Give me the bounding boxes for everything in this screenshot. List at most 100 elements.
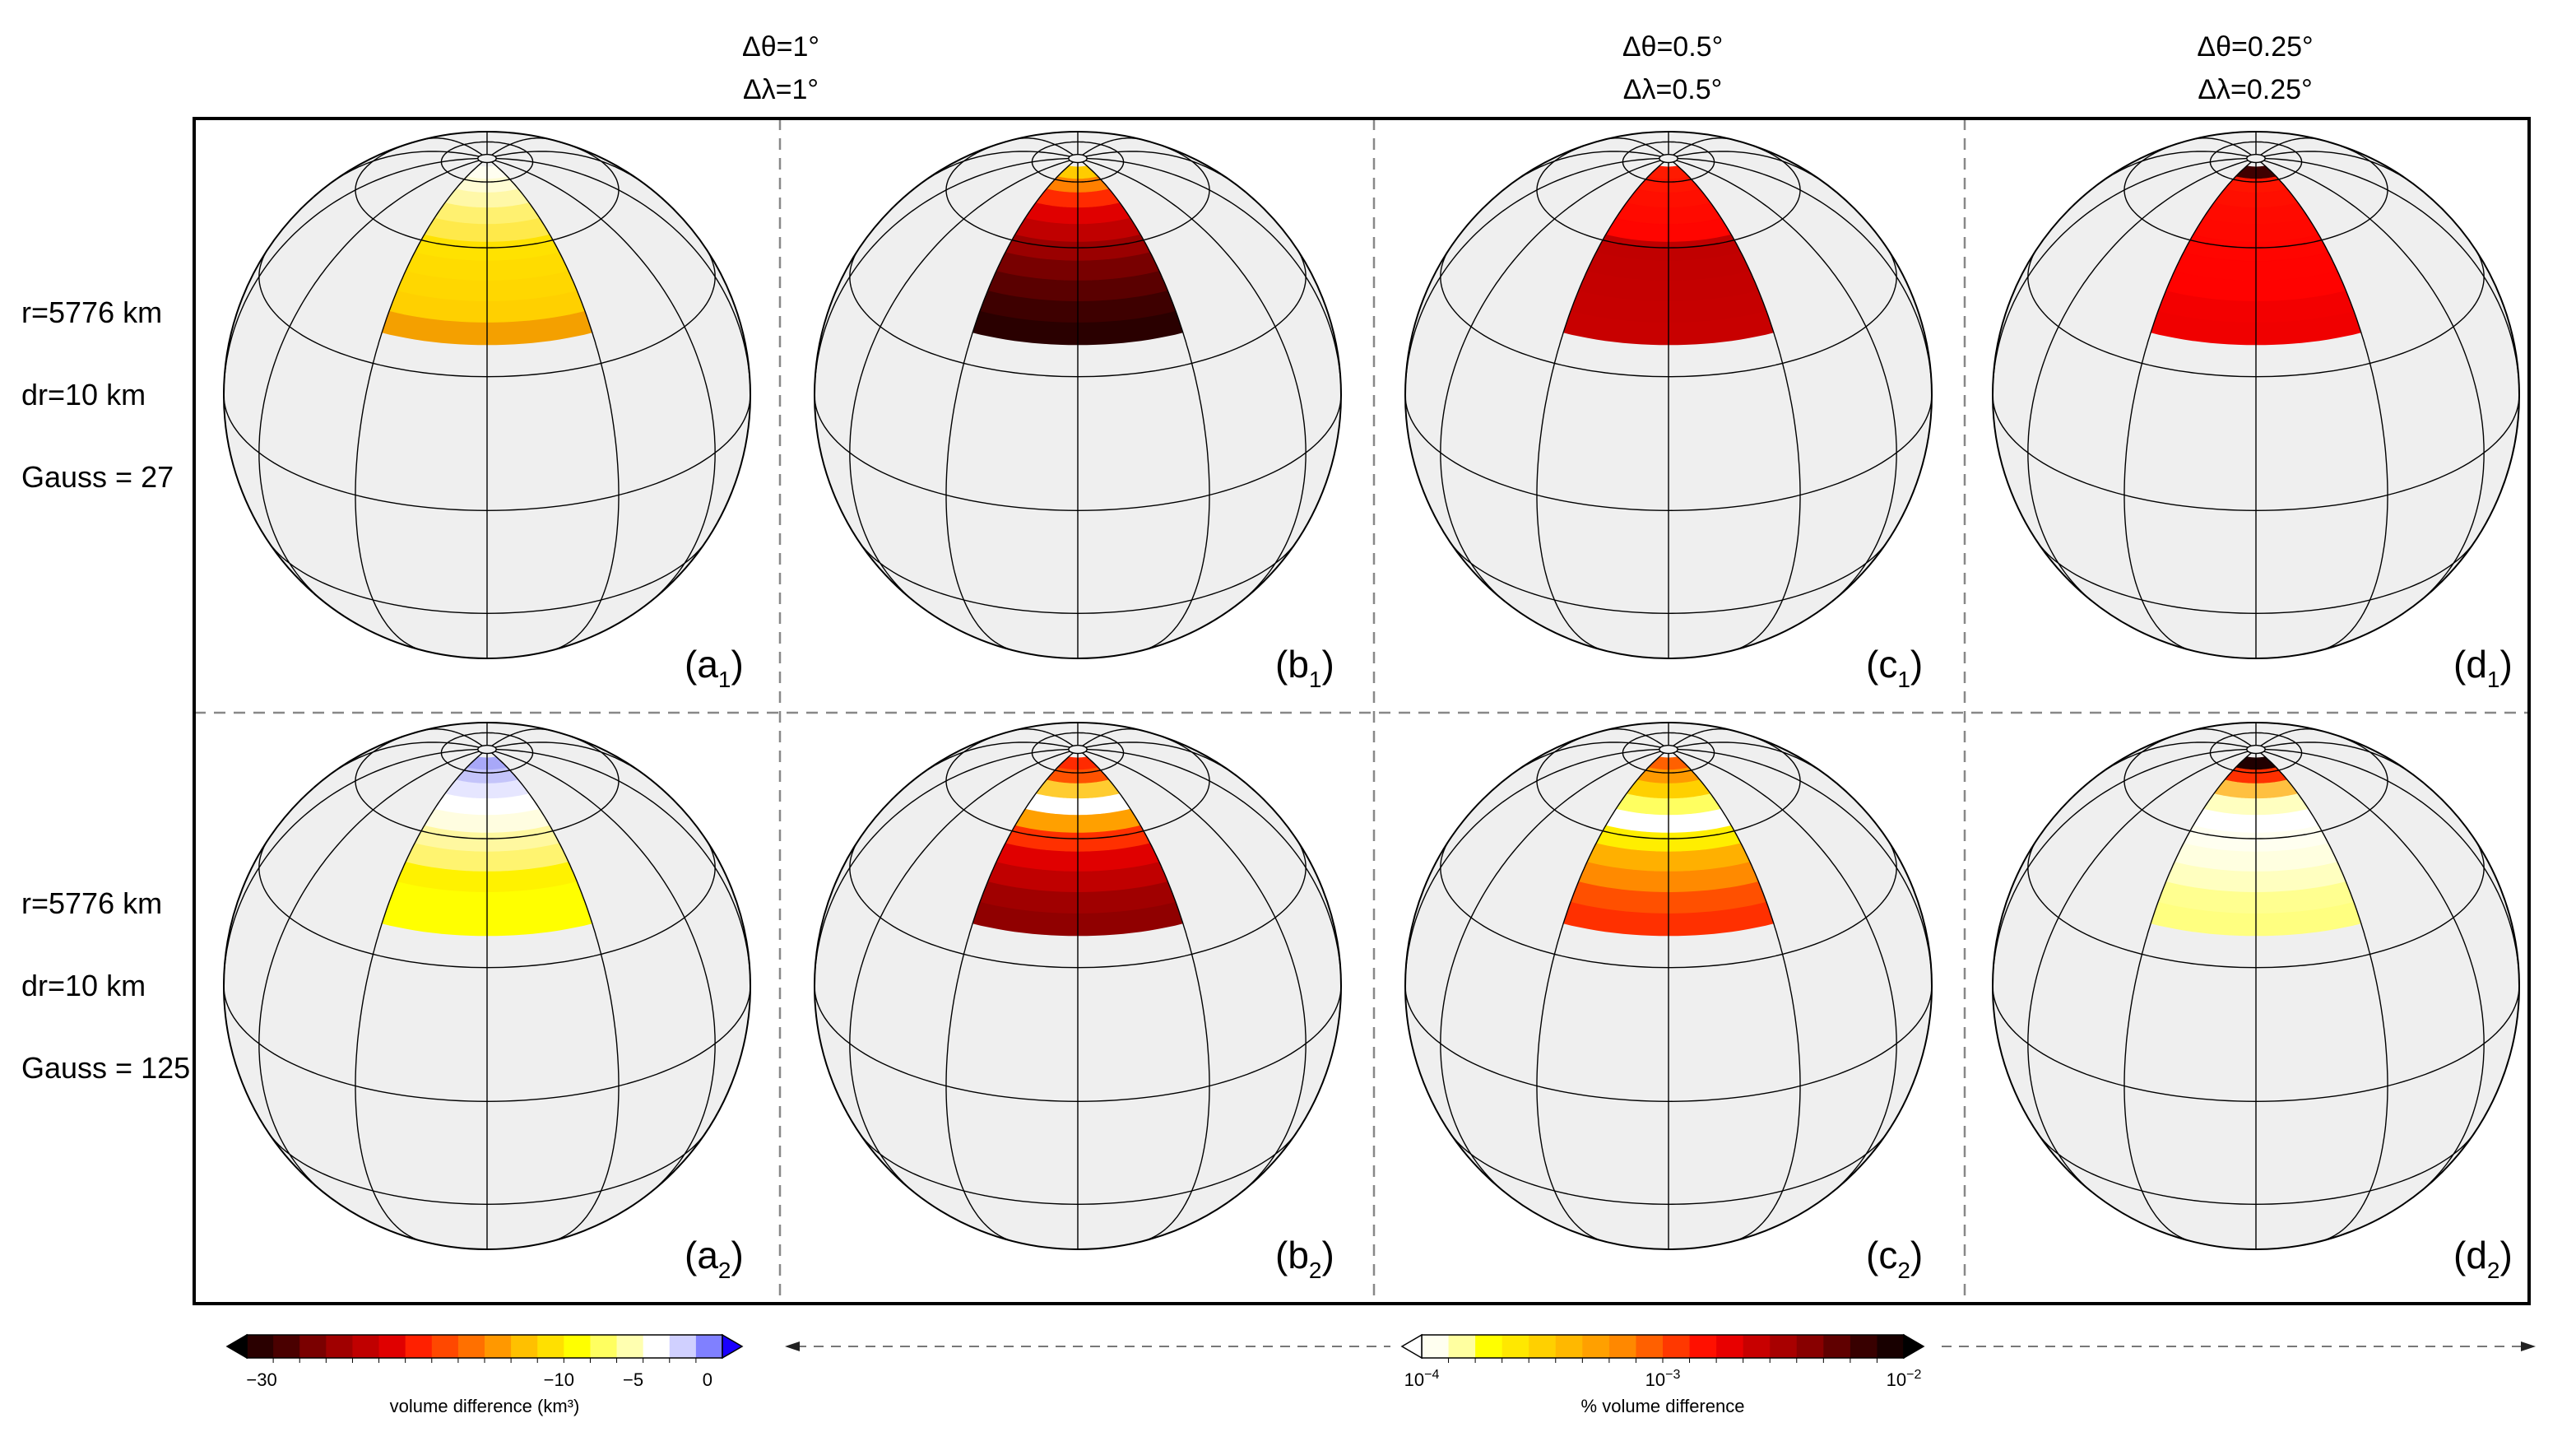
latitude-line <box>355 140 620 249</box>
latitude-line <box>849 249 1307 378</box>
latitude-line <box>2036 1131 2476 1205</box>
colorbar-tick-label: 10−2 <box>1887 1368 1922 1390</box>
colorbar-1: −30 −10 −5 0 volume difference (km³) <box>225 1333 744 1416</box>
latitude-line <box>849 839 1307 969</box>
colorbar-swatch <box>1422 1335 1450 1358</box>
colorbar-arrows <box>785 1341 2536 1351</box>
panel-b1: (b1) <box>814 131 1342 692</box>
sphere-outline <box>1404 131 1933 659</box>
meridian-line <box>2265 157 2520 395</box>
column-header-1: Δθ=1° Δλ=1° <box>742 31 819 105</box>
meridian-line <box>1404 748 1659 986</box>
colorbar-swatch <box>1823 1335 1851 1358</box>
latitude-line <box>1404 394 1933 511</box>
meridian-line <box>328 742 480 776</box>
header-dtheta-4: Δθ=0.25° <box>2197 31 2313 63</box>
panel-a2: (a2) <box>223 722 751 1283</box>
meridian-line <box>2097 151 2249 185</box>
header-dlambda-1: Δλ=1° <box>743 74 819 105</box>
meridian-line <box>1440 751 1661 1197</box>
panel-label-d1: (d1) <box>2453 643 2513 692</box>
meridian-line <box>494 151 646 185</box>
graticule <box>223 723 751 1249</box>
arrow-right-head <box>2521 1341 2536 1351</box>
colorbar-swatch <box>643 1335 671 1358</box>
latitude-line <box>2123 140 2388 249</box>
graticule <box>814 723 1342 1249</box>
colorbar-high-extend <box>1903 1333 1925 1360</box>
meridian-line <box>494 742 646 776</box>
panel-c1: (c1) <box>1404 131 1933 692</box>
colorbar-tick-label: −10 <box>544 1369 574 1390</box>
meridian-line <box>1676 742 1827 776</box>
row1-dr: dr=10 km <box>21 378 146 411</box>
sphere-outline <box>1992 131 2520 659</box>
meridian-line <box>1536 752 1664 1242</box>
graticule <box>814 132 1342 658</box>
panel-dividers <box>194 119 2529 1304</box>
meridian-line <box>2260 161 2388 651</box>
latitude-line <box>814 394 1342 511</box>
meridian-line <box>494 751 716 1197</box>
meridian-line <box>2263 751 2485 1197</box>
latitude-line <box>267 540 707 614</box>
sphere-outline <box>223 131 751 659</box>
arrow-left-head <box>785 1341 800 1351</box>
colorbar-tick-label: 10−4 <box>1404 1368 1440 1390</box>
meridian-line <box>2265 748 2520 986</box>
meridian-line <box>258 751 480 1197</box>
graticule <box>223 132 751 658</box>
colorbar-swatch <box>1448 1335 1476 1358</box>
meridian-line <box>1085 742 1237 776</box>
panel-label-b2: (b2) <box>1275 1234 1334 1283</box>
figure-frame <box>193 117 2531 1305</box>
panel-d1: (d1) <box>1992 131 2520 692</box>
colorbar-low-extend <box>225 1333 248 1360</box>
colorbar-tick-label: 10−3 <box>1645 1368 1681 1390</box>
colorbar-swatch <box>590 1335 618 1358</box>
meridian-line <box>1678 157 1933 395</box>
meridian-line <box>849 160 1070 607</box>
colorbar-swatch <box>405 1335 433 1358</box>
latitude-line <box>1536 140 1801 249</box>
meridian-line <box>1082 752 1210 1242</box>
meridian-line <box>2027 160 2249 607</box>
meridian-line <box>2260 752 2388 1242</box>
meridian-line <box>1510 151 1661 185</box>
column-header-3: Δθ=0.5° Δλ=0.5° <box>1622 31 1723 105</box>
colorbar-tick-label: −30 <box>246 1369 276 1390</box>
latitude-line <box>1440 839 1897 969</box>
panel-label-b1: (b1) <box>1275 643 1334 692</box>
colorbar-swatch <box>564 1335 592 1358</box>
row2-gauss: Gauss = 125 <box>21 1051 190 1085</box>
meridian-line <box>1085 151 1237 185</box>
meridian-line <box>1404 157 1659 395</box>
meridian-line <box>1676 151 1827 185</box>
meridian-line <box>1992 748 2247 986</box>
meridian-line <box>2097 742 2249 776</box>
column-header-4: Δθ=0.25° Δλ=0.25° <box>2197 31 2313 105</box>
colorbar-swatch <box>616 1335 644 1358</box>
row-label-2: r=5776 km dr=10 km Gauss = 125 <box>21 886 190 1085</box>
colorbar-swatch <box>1582 1335 1610 1358</box>
latitude-line <box>858 1131 1297 1205</box>
colorbar-tick-label: −5 <box>623 1369 643 1390</box>
colorbar-swatch <box>1555 1335 1583 1358</box>
meridian-line <box>1673 161 1801 651</box>
panel-grid: (a1) (b1) (c1) (d1) (a2) (b2) (c2) (d2) <box>223 131 2520 1283</box>
sphere-outline <box>1404 722 1933 1250</box>
latitude-line <box>2027 839 2485 969</box>
colorbar-swatch <box>378 1335 406 1358</box>
meridian-line <box>258 160 480 607</box>
meridian-line <box>2263 742 2415 776</box>
meridian-line <box>494 160 716 607</box>
meridian-line <box>1085 751 1307 1197</box>
meridian-line <box>1536 161 1664 651</box>
latitude-line <box>945 731 1210 839</box>
meridian-line <box>1440 160 1661 607</box>
colorbar-swatch <box>352 1335 380 1358</box>
colorbar-high-extend <box>722 1333 744 1360</box>
colorbar-swatch <box>1796 1335 1824 1358</box>
graticule <box>1992 723 2520 1249</box>
sphere-outline <box>814 131 1342 659</box>
